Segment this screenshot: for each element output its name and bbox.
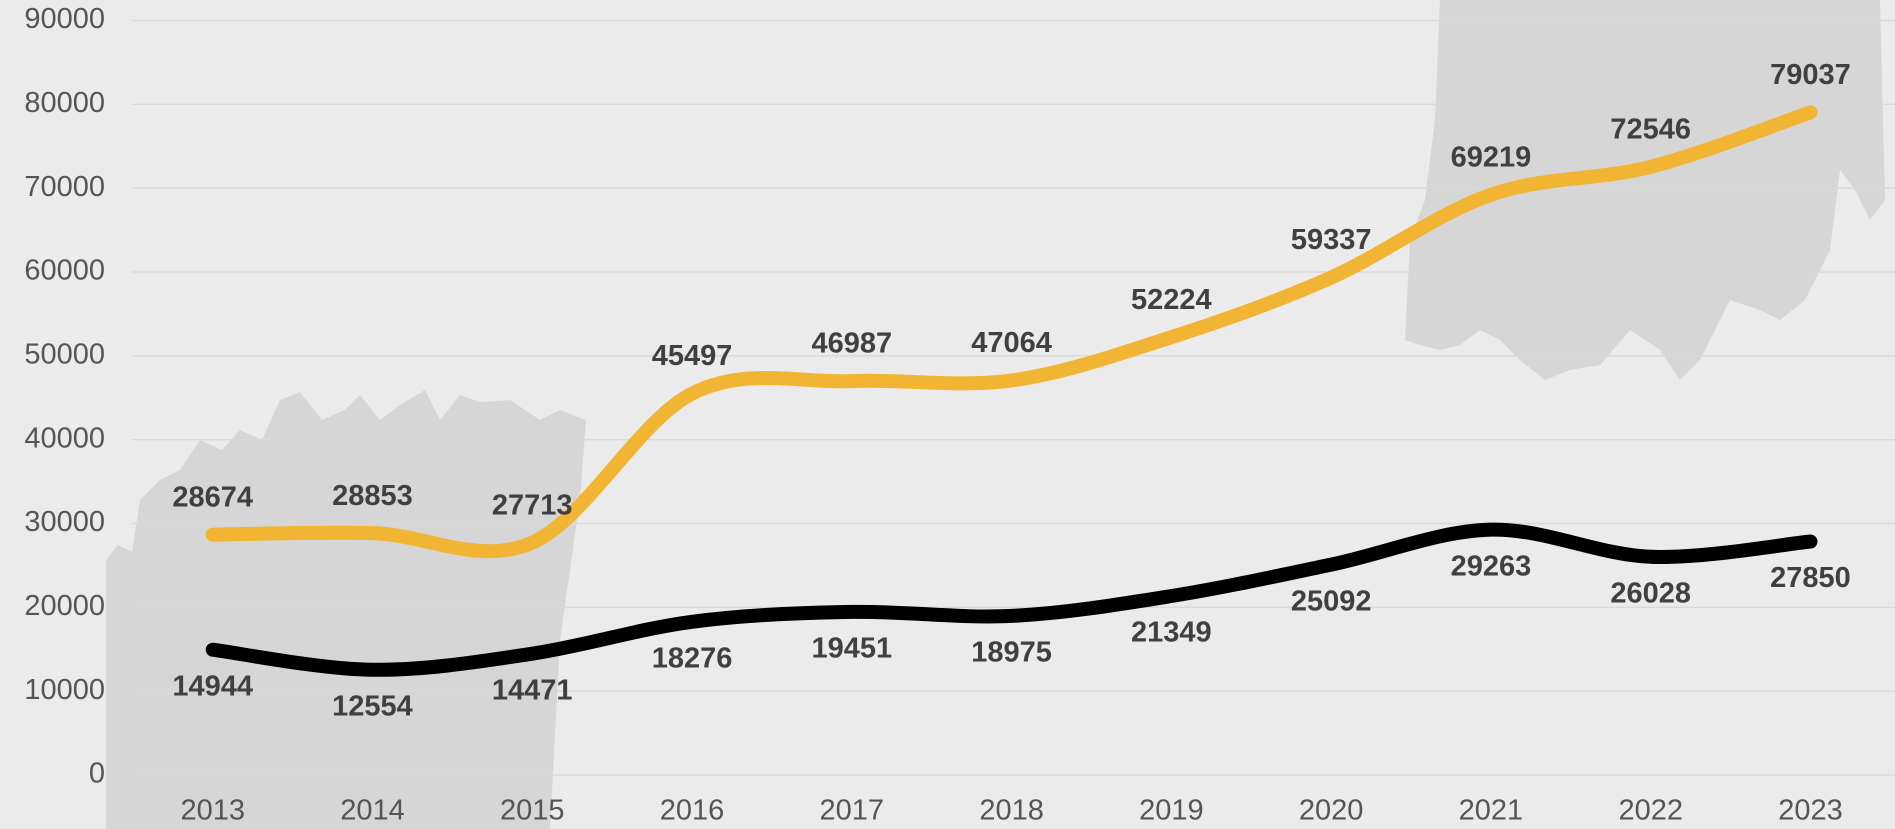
data-label: 27713 bbox=[492, 489, 573, 521]
data-label: 72546 bbox=[1610, 113, 1691, 145]
series-line bbox=[205, 105, 1818, 559]
x-tick-label: 2022 bbox=[1618, 795, 1683, 827]
data-label: 21349 bbox=[1131, 617, 1212, 649]
data-label: 18975 bbox=[971, 637, 1052, 669]
x-tick-label: 2015 bbox=[500, 795, 565, 827]
data-label: 27850 bbox=[1770, 562, 1851, 594]
data-label: 47064 bbox=[971, 327, 1052, 359]
y-tick-label: 30000 bbox=[24, 506, 105, 538]
x-tick-label: 2020 bbox=[1299, 795, 1364, 827]
data-label: 28674 bbox=[172, 481, 253, 513]
data-label: 59337 bbox=[1291, 224, 1372, 256]
y-tick-label: 0 bbox=[89, 758, 105, 790]
decoration bbox=[106, 0, 1885, 829]
data-label: 79037 bbox=[1770, 59, 1851, 91]
brush-right bbox=[1405, 0, 1885, 380]
data-label: 25092 bbox=[1291, 585, 1372, 617]
x-tick-label: 2017 bbox=[820, 795, 885, 827]
data-label: 26028 bbox=[1610, 577, 1691, 609]
y-tick-label: 90000 bbox=[24, 3, 105, 35]
y-tick-label: 40000 bbox=[24, 422, 105, 454]
labels: 28674 28853 27713 45497 46987 47064 52224 59337… bbox=[172, 59, 1850, 722]
data-label: 12554 bbox=[332, 690, 413, 722]
brush-left bbox=[106, 390, 586, 829]
x-tick-label: 2016 bbox=[660, 795, 725, 827]
y-tick-label: 70000 bbox=[24, 171, 105, 203]
data-label: 69219 bbox=[1451, 141, 1532, 173]
series-line bbox=[205, 522, 1818, 677]
data-label: 45497 bbox=[652, 340, 733, 372]
data-label: 14944 bbox=[172, 670, 253, 702]
y-tick-label: 80000 bbox=[24, 87, 105, 119]
x-tick-label: 2019 bbox=[1139, 795, 1204, 827]
x-tick-label: 2013 bbox=[180, 795, 245, 827]
y-tick-label: 50000 bbox=[24, 338, 105, 370]
x-tick-label: 2021 bbox=[1459, 795, 1524, 827]
lines bbox=[205, 105, 1818, 677]
data-label: 29263 bbox=[1451, 550, 1532, 582]
axes: 0 10000 20000 30000 40000 50000 60000 70000 8000… bbox=[24, 3, 1895, 827]
x-tick-label: 2023 bbox=[1778, 795, 1843, 827]
y-tick-label: 20000 bbox=[24, 590, 105, 622]
data-label: 28853 bbox=[332, 480, 413, 512]
data-label: 19451 bbox=[811, 633, 892, 665]
x-tick-label: 2014 bbox=[340, 795, 405, 827]
data-label: 46987 bbox=[811, 328, 892, 360]
y-tick-label: 10000 bbox=[24, 674, 105, 706]
x-tick-label: 2018 bbox=[979, 795, 1044, 827]
y-tick-label: 60000 bbox=[24, 255, 105, 287]
data-label: 52224 bbox=[1131, 284, 1212, 316]
data-label: 14471 bbox=[492, 674, 573, 706]
data-label: 18276 bbox=[652, 642, 733, 674]
